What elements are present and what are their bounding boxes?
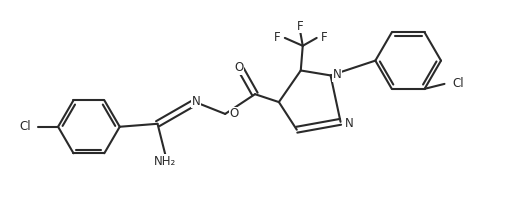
Text: O: O <box>229 107 239 121</box>
Text: O: O <box>234 61 244 74</box>
Text: F: F <box>274 31 281 44</box>
Text: NH₂: NH₂ <box>154 155 176 168</box>
Text: Cl: Cl <box>19 120 31 133</box>
Text: F: F <box>297 20 303 33</box>
Text: F: F <box>321 31 327 44</box>
Text: N: N <box>345 117 353 130</box>
Text: Cl: Cl <box>452 77 464 90</box>
Text: N: N <box>192 95 201 108</box>
Text: N: N <box>332 68 341 81</box>
